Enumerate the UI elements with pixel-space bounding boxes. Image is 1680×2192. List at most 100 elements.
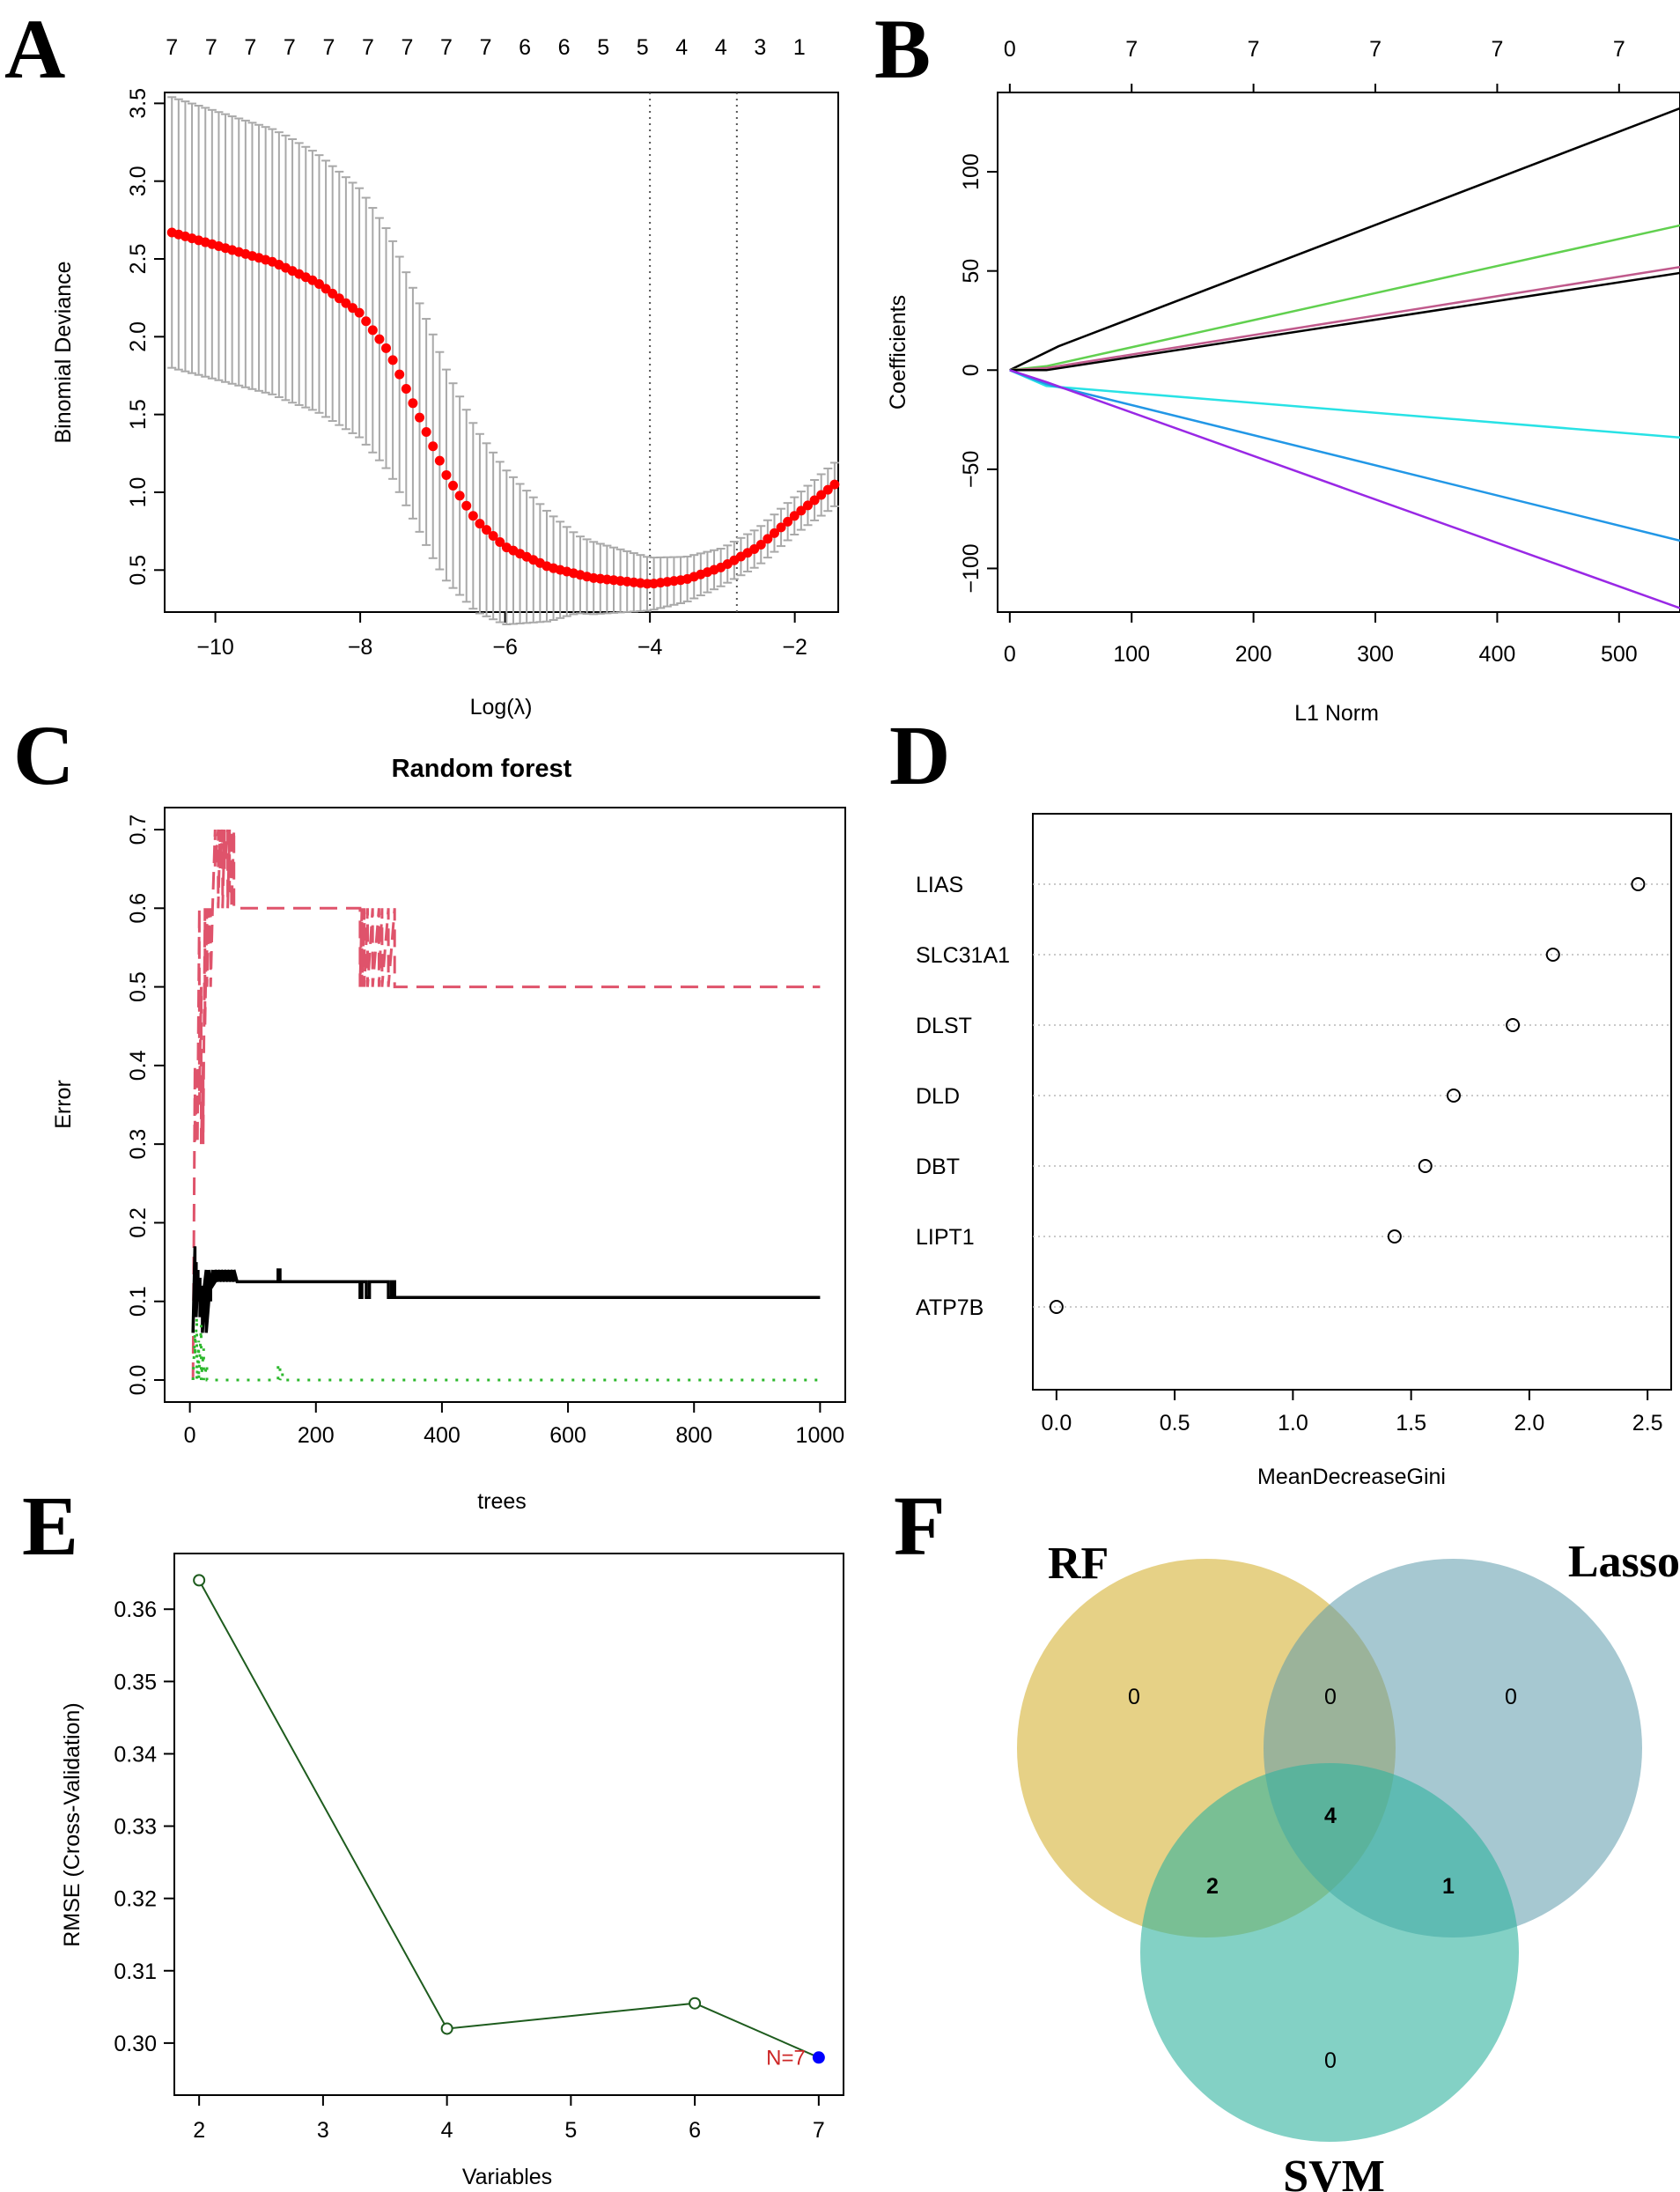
- x-tick-label-b: 200: [1235, 642, 1272, 667]
- y-tick-label-b: −100: [959, 543, 984, 593]
- deviance-point-a: [334, 293, 344, 304]
- axis-ticks-b: 0 100 200 300 400 500 −100 −50 0 50 100: [959, 153, 1638, 667]
- y-tick-label-e: 0.33: [114, 1815, 157, 1840]
- x-tick-label-e: 5: [564, 2118, 577, 2143]
- deviance-point-a: [428, 441, 438, 452]
- error-lines-c: [191, 829, 821, 1382]
- x-tick-label-a: −2: [782, 635, 807, 660]
- panel-label-e: E: [22, 1479, 78, 1573]
- deviance-point-a: [482, 525, 492, 535]
- axis-ticks-c: 0 200 400 600 800 1000 0.0 0.1 0.2 0.3 0.4 0.5 0.6 0.…: [126, 815, 844, 1448]
- panel-label-d: D: [889, 708, 950, 802]
- y-axis-label-c: Error: [51, 1080, 76, 1129]
- set-label-svm: SVM: [1283, 2151, 1385, 2192]
- x-tick-label-a: −10: [196, 635, 233, 660]
- y-tick-label-c: 0.0: [126, 1365, 151, 1396]
- importance-point-d: [1446, 1089, 1461, 1103]
- deviance-point-a: [415, 412, 425, 423]
- y-tick-label-c: 0.5: [126, 971, 151, 1002]
- top-count-label-a: 6: [519, 35, 531, 60]
- top-count-label-a: 4: [715, 35, 727, 60]
- panel-d-gini-importance: D 0.0 0.5 1.0 1.5 2.0 2.5 LIAS SLC31A1 DLST DLD D…: [889, 708, 1672, 1489]
- top-df-label-b: 7: [1125, 37, 1138, 62]
- best-label-e: N=7: [766, 2046, 806, 2070]
- importance-point-d: [1418, 1159, 1433, 1173]
- y-tick-label-a: 3.5: [126, 88, 151, 119]
- deviance-point-a: [783, 516, 793, 527]
- x-tick-label-b: 400: [1479, 642, 1516, 667]
- y-tick-label-a: 1.5: [126, 399, 151, 430]
- top-count-label-a: 5: [597, 35, 609, 60]
- top-count-label-a: 6: [558, 35, 571, 60]
- gene-label-d: DLD: [916, 1084, 960, 1109]
- importance-point-d: [1506, 1018, 1521, 1032]
- panel-label-c: C: [13, 708, 74, 802]
- x-axis-label-b: L1 Norm: [1294, 701, 1379, 726]
- deviance-point-a: [488, 531, 498, 542]
- top-count-label-a: 7: [362, 35, 374, 60]
- top-count-label-a: 3: [754, 35, 766, 60]
- panel-c-random-forest-error: C Random forest 0 200 400 600 800 10000.00.10…: [13, 708, 846, 1514]
- deviance-point-a: [434, 455, 445, 466]
- gene-label-d: SLC31A1: [916, 943, 1010, 968]
- error-line-c: [191, 1317, 821, 1382]
- plot-frame-b: [997, 92, 1680, 613]
- y-tick-label-a: 1.0: [126, 477, 151, 508]
- importance-point-d: [1545, 948, 1560, 962]
- panel-b-coefficient-paths: B 0 7 7 7 7 7 0 100 200 300 400 500 −100 −50 0 50 100 L…: [874, 2, 1680, 726]
- top-count-label-a: 1: [793, 35, 806, 60]
- deviance-point-a: [809, 495, 820, 506]
- x-tick-label-d: 1.0: [1278, 1411, 1308, 1436]
- x-tick-label-a: −8: [348, 635, 373, 660]
- deviance-point-a: [374, 334, 385, 344]
- x-tick-label-a: −6: [492, 635, 518, 660]
- top-df-label-b: 7: [1491, 37, 1503, 62]
- y-tick-label-b: 50: [959, 259, 984, 284]
- deviance-point-a: [763, 534, 773, 544]
- x-tick-label-c: 0: [184, 1423, 196, 1448]
- x-tick-label-d: 2.0: [1514, 1411, 1545, 1436]
- top-count-label-a: 7: [205, 35, 217, 60]
- y-tick-label-c: 0.1: [126, 1286, 151, 1317]
- deviance-point-a: [796, 506, 807, 516]
- y-tick-label-a: 2.0: [126, 321, 151, 352]
- deviance-point-a: [448, 480, 459, 491]
- x-tick-label-c: 400: [424, 1423, 461, 1448]
- deviance-point-a: [468, 511, 478, 521]
- x-tick-label-e: 3: [317, 2118, 329, 2143]
- top-count-label-a: 7: [480, 35, 492, 60]
- coef-line-b: [1009, 369, 1680, 542]
- gene-label-d: LIAS: [916, 873, 963, 897]
- y-tick-label-e: 0.30: [114, 2032, 157, 2056]
- top-df-label-b: 0: [1004, 37, 1016, 62]
- top-count-label-a: 7: [440, 35, 453, 60]
- error-line-c: [191, 829, 821, 1381]
- panel-label-f: F: [894, 1479, 946, 1573]
- rmse-line-e: N=7: [193, 1574, 825, 2070]
- y-tick-label-a: 3.0: [126, 166, 151, 196]
- importance-rows-d: LIAS SLC31A1 DLST DLD DBT LIPT1 ATP7B: [916, 873, 1671, 1320]
- importance-point-d: [1631, 877, 1646, 891]
- deviance-point-a: [401, 383, 411, 394]
- importance-point-d: [1387, 1229, 1402, 1244]
- x-axis-label-d: MeanDecreaseGini: [1257, 1465, 1446, 1489]
- top-count-label-a: 7: [284, 35, 296, 60]
- region-lasso-only: 0: [1505, 1685, 1517, 1709]
- top-df-label-b: 7: [1613, 37, 1625, 62]
- deviance-point-a: [755, 539, 766, 550]
- y-tick-label-b: 100: [959, 153, 984, 190]
- x-tick-label-b: 0: [1004, 642, 1016, 667]
- panel-e-rfe-rmse: E 2 3 4 5 6 7 0.30 0.31 0.32 0.33 0.34 0.35 0.36 N=7…: [22, 1479, 844, 2189]
- plot-frame-e: [173, 1553, 844, 2096]
- rmse-point-e: [193, 1574, 206, 1587]
- x-tick-label-c: 600: [549, 1423, 586, 1448]
- region-all: 4: [1324, 1804, 1337, 1828]
- rmse-point-e: [689, 1996, 702, 2010]
- y-tick-label-b: −50: [959, 451, 984, 488]
- top-count-label-a: 7: [322, 35, 335, 60]
- region-svm-only: 0: [1324, 2048, 1337, 2073]
- deviance-point-a: [387, 355, 398, 365]
- deviance-point-a: [394, 369, 405, 380]
- top-count-label-a: 7: [166, 35, 178, 60]
